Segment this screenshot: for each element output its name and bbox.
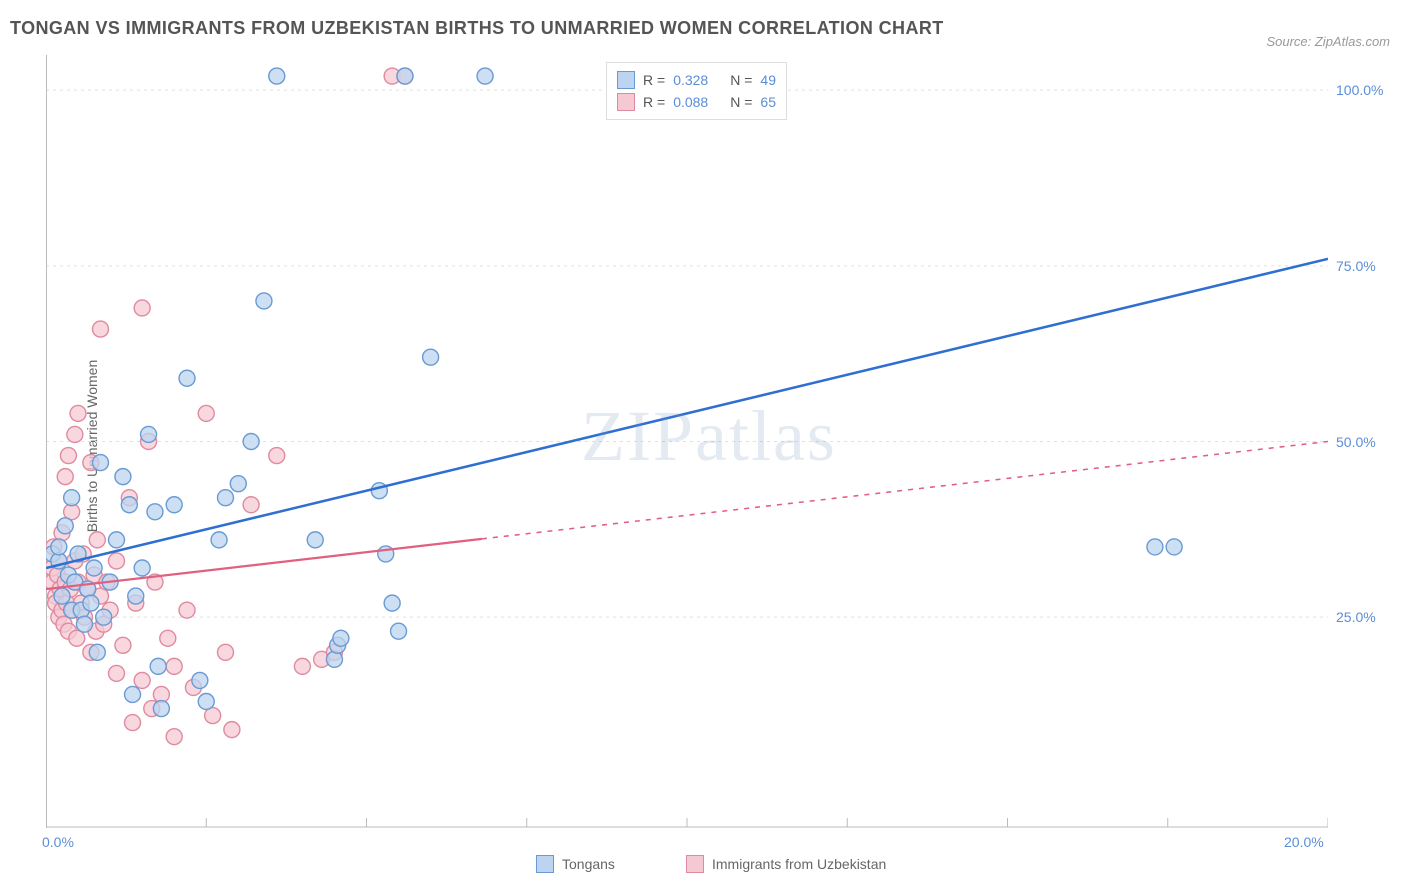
legend-n-label: N = (730, 94, 752, 110)
legend-row: R = 0.088 N = 65 (617, 91, 776, 113)
legend-series-label: Tongans (562, 856, 615, 872)
legend-series-item: Tongans (536, 855, 615, 873)
plot-area: ZIPatlas R = 0.328N = 49R = 0.088N = 65 (46, 55, 1328, 828)
x-tick-label: 0.0% (42, 834, 74, 850)
legend-series-item: Immigrants from Uzbekistan (686, 855, 886, 873)
legend-r-value: 0.328 (673, 72, 708, 88)
source-attribution: Source: ZipAtlas.com (1266, 34, 1390, 49)
y-tick-label: 25.0% (1336, 609, 1376, 625)
y-tick-label: 50.0% (1336, 434, 1376, 450)
chart-title: TONGAN VS IMMIGRANTS FROM UZBEKISTAN BIR… (10, 18, 944, 39)
legend-r-label: R = (643, 94, 665, 110)
legend-swatch (536, 855, 554, 873)
legend-r-value: 0.088 (673, 94, 708, 110)
legend-r-label: R = (643, 72, 665, 88)
correlation-legend: R = 0.328 N = 49 R = 0.088 N = 65 (606, 62, 787, 120)
legend-n-label: N = (730, 72, 752, 88)
legend-row: R = 0.328 N = 49 (617, 69, 776, 91)
y-tick-label: 100.0% (1336, 82, 1383, 98)
legend-swatch (617, 71, 635, 89)
x-tick-label: 20.0% (1284, 834, 1324, 850)
scatter-plot-svg (46, 55, 1328, 828)
legend-n-value: 49 (760, 72, 776, 88)
legend-swatch (617, 93, 635, 111)
legend-swatch (686, 855, 704, 873)
y-tick-label: 75.0% (1336, 258, 1376, 274)
legend-n-value: 65 (760, 94, 776, 110)
legend-series-label: Immigrants from Uzbekistan (712, 856, 886, 872)
chart-container: TONGAN VS IMMIGRANTS FROM UZBEKISTAN BIR… (0, 0, 1406, 892)
